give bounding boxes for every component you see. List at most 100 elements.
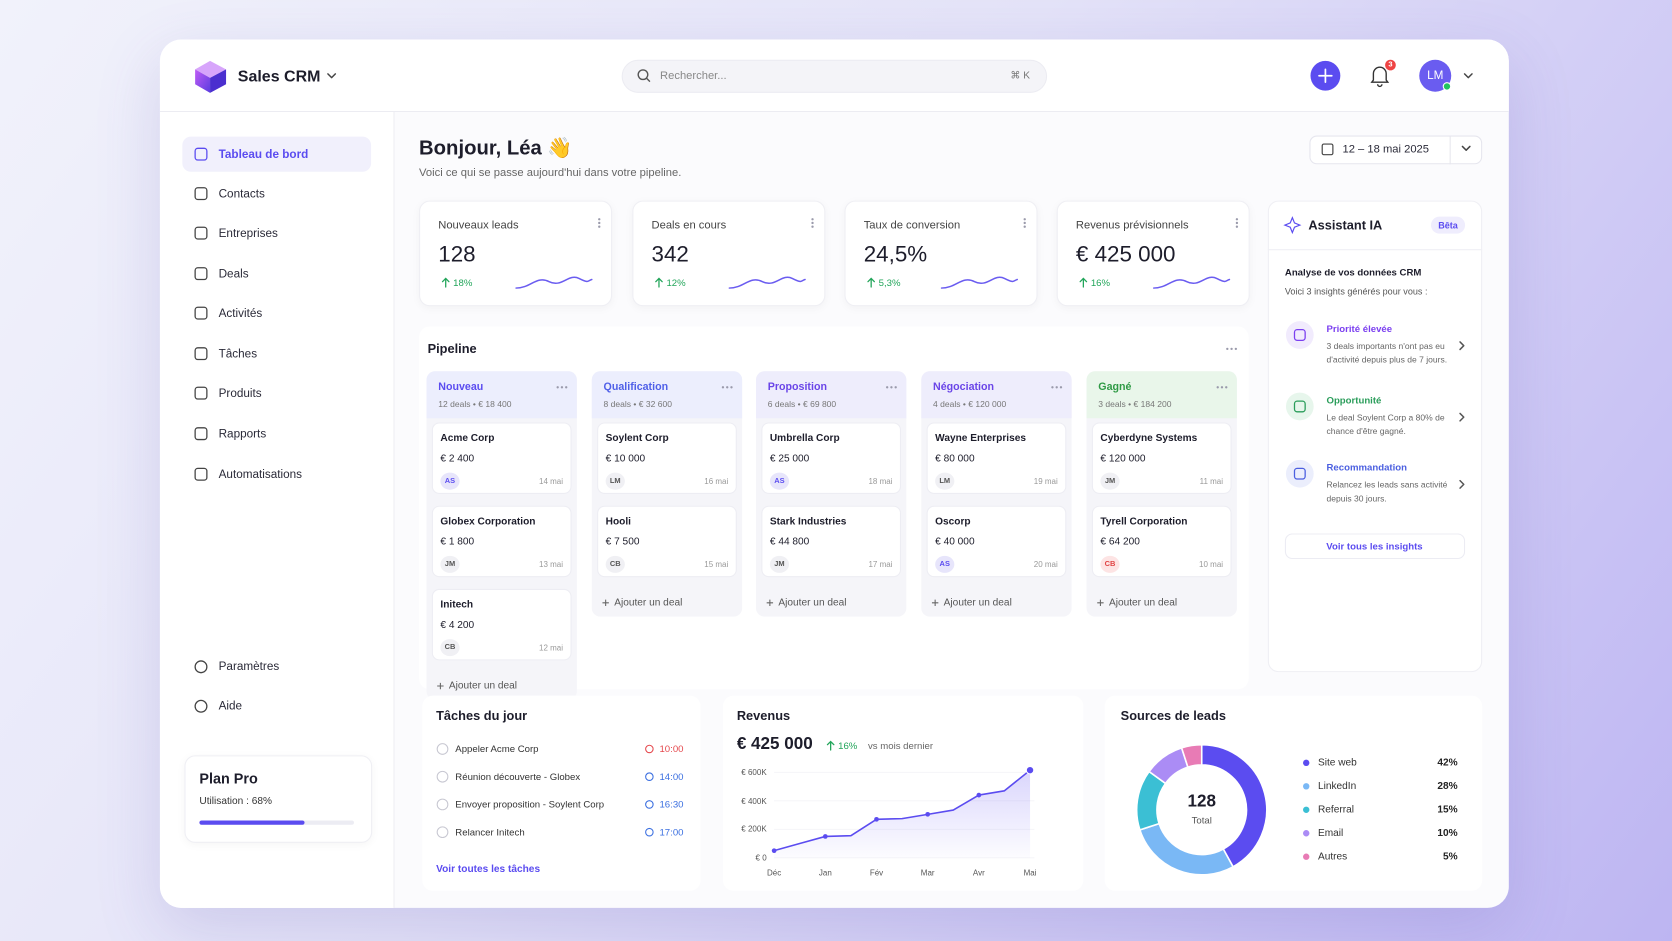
add-deal[interactable]: Ajouter un deal <box>614 596 683 609</box>
kpi-value: 24,5% <box>863 242 928 267</box>
y-tick-label: € 200K <box>741 824 767 835</box>
legend-label: Site web <box>1317 756 1357 769</box>
nav-item[interactable]: Activités <box>218 307 263 321</box>
deal-company: Stark Industries <box>769 515 847 528</box>
deal-amount: € 40 000 <box>935 536 975 548</box>
x-tick-label: Jan <box>818 867 832 878</box>
insight-text: Relancez les leads sans activité depuis … <box>1326 480 1448 504</box>
task-label: Envoyer proposition - Soylent Corp <box>455 799 605 810</box>
add-deal[interactable]: Ajouter un deal <box>943 596 1012 609</box>
owner-badge <box>440 472 460 490</box>
nav-item[interactable]: Tâches <box>218 347 258 361</box>
assistant-title: Assistant IA <box>1308 217 1383 233</box>
kpi-label: Revenus prévisionnels <box>1075 218 1189 232</box>
deal-amount: € 64 200 <box>1100 536 1140 548</box>
owner-badge <box>1100 472 1120 490</box>
nav-item[interactable]: Entreprises <box>218 227 278 241</box>
add-deal[interactable]: Ajouter un deal <box>1108 596 1178 609</box>
task-time: 17:00 <box>659 826 684 838</box>
legend-value: 42% <box>1437 756 1458 769</box>
deal-amount: € 25 000 <box>769 452 810 465</box>
revenue-total: € 425 000 <box>736 735 813 754</box>
insights-link[interactable]: Voir tous les insights <box>1326 540 1423 552</box>
status-dot <box>1442 82 1452 91</box>
column-name: Négociation <box>933 381 995 394</box>
owner-badge <box>769 555 790 573</box>
task-label: Appeler Acme Corp <box>455 743 539 755</box>
owner-initials: AS <box>939 560 950 569</box>
deal-amount: € 1 800 <box>440 536 475 548</box>
add-deal[interactable]: Ajouter un deal <box>778 596 847 609</box>
deal-date: 16 mai <box>704 476 729 486</box>
owner-initials: CB <box>609 560 621 569</box>
nav-item[interactable]: Paramètres <box>218 660 280 674</box>
deal-company: Cyberdyne Systems <box>1100 432 1198 445</box>
deal-date: 13 mai <box>538 559 564 570</box>
column-summary: 8 deals • € 32 600 <box>603 399 672 410</box>
pipeline-title: Pipeline <box>427 341 477 357</box>
deal-amount: € 4 200 <box>440 619 475 632</box>
owner-initials: CB <box>1104 560 1116 569</box>
y-tick-label: € 0 <box>755 852 767 863</box>
deal-company: Globex Corporation <box>440 515 536 528</box>
tasks-link[interactable]: Voir toutes les tâches <box>436 863 541 876</box>
deal-date: 19 mai <box>1033 476 1058 486</box>
column-header <box>921 371 1072 419</box>
date-range: 12 – 18 mai 2025 <box>1342 142 1430 156</box>
insight-title: Recommandation <box>1326 461 1407 473</box>
deal-amount: € 44 800 <box>769 536 810 548</box>
date-picker[interactable] <box>1309 135 1483 165</box>
nav-item[interactable]: Aide <box>218 699 243 713</box>
owner-initials: LM <box>939 477 951 485</box>
legend-value: 15% <box>1437 803 1458 816</box>
nav-item[interactable]: Produits <box>218 387 262 401</box>
column-summary: 12 deals • € 18 400 <box>438 399 512 410</box>
beta-label: Bêta <box>1438 219 1458 231</box>
search-box[interactable] <box>621 59 1048 93</box>
deal-date: 20 mai <box>1033 559 1058 570</box>
column-name: Qualification <box>603 381 669 394</box>
legend-label: Referral <box>1317 803 1354 816</box>
owner-badge <box>1100 555 1120 573</box>
notification-count: 3 <box>1388 61 1393 69</box>
deal-amount: € 7 500 <box>605 536 640 548</box>
nav-item[interactable]: Deals <box>218 267 249 281</box>
add-button[interactable] <box>1310 60 1341 91</box>
deal-date: 17 mai <box>868 559 893 570</box>
kpi-label: Nouveaux leads <box>438 218 519 232</box>
kpi-change: 18% <box>453 277 473 289</box>
add-deal[interactable]: Ajouter un deal <box>448 680 518 692</box>
y-tick-label: € 400K <box>741 795 767 806</box>
kpi-label: Deals en cours <box>651 218 727 232</box>
column-header <box>756 371 907 419</box>
greeting-title: Bonjour, Léa 👋 <box>419 137 573 161</box>
nav-active-bg <box>182 136 372 172</box>
column-summary: 4 deals • € 120 000 <box>933 399 1007 410</box>
owner-initials: LM <box>609 477 621 485</box>
deal-company: Wayne Enterprises <box>935 432 1026 445</box>
kpi-label: Taux de conversion <box>863 218 961 232</box>
deal-amount: € 2 400 <box>440 452 475 465</box>
deal-company: Initech <box>440 599 474 611</box>
column-name: Nouveau <box>438 381 484 394</box>
owner-badge <box>935 472 955 490</box>
nav-item[interactable]: Tableau de bord <box>218 148 309 162</box>
deal-date: 15 mai <box>704 559 729 570</box>
task-time: 16:30 <box>659 799 684 810</box>
nav-item[interactable]: Rapports <box>218 427 267 441</box>
plan-card <box>184 755 373 843</box>
column-summary: 3 deals • € 184 200 <box>1098 399 1172 410</box>
avatar-initials: LM <box>1427 69 1444 83</box>
x-tick-label: Mai <box>1023 867 1037 878</box>
owner-badge <box>935 555 955 573</box>
assistant-heading: Analyse de vos données CRM <box>1284 266 1422 278</box>
nav-item[interactable]: Automatisations <box>218 468 303 482</box>
task-time: 14:00 <box>659 771 684 783</box>
assistant-panel <box>1267 200 1483 673</box>
insights-link-button[interactable] <box>1284 533 1466 560</box>
nav-item[interactable]: Contacts <box>218 187 265 201</box>
donut-total-label: Total <box>1191 815 1212 826</box>
owner-badge <box>769 472 790 490</box>
column-header <box>591 371 743 419</box>
